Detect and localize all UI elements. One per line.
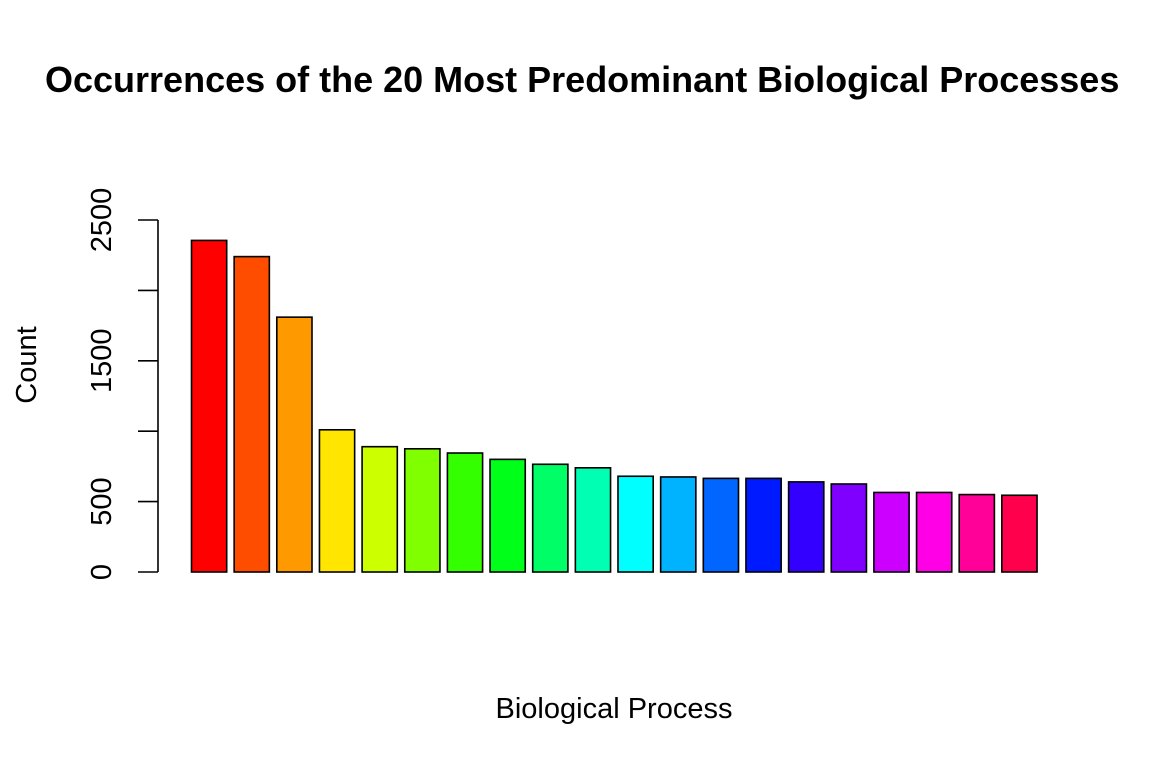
chart-title: Occurrences of the 20 Most Predominant B… xyxy=(45,59,1119,100)
bar-BP12 xyxy=(659,476,697,573)
y-tick-label-500: 500 xyxy=(86,477,118,525)
bars-group xyxy=(190,239,1038,573)
bar-BP17 xyxy=(873,491,910,573)
bar-BP14 xyxy=(745,477,782,573)
bar-BP5 xyxy=(361,445,399,573)
bar-BP6 xyxy=(403,447,441,573)
bar-BP15 xyxy=(787,481,825,573)
bar-BP18 xyxy=(915,491,953,573)
y-axis-ticks: 0 500 1500 2500 xyxy=(86,188,158,580)
bar-BP13 xyxy=(702,477,740,573)
y-tick-label-2500: 2500 xyxy=(86,188,118,253)
bar-BP16 xyxy=(830,483,868,573)
bar-BP2 xyxy=(233,255,271,573)
y-tick-label-1500: 1500 xyxy=(86,329,118,394)
bar-BP4 xyxy=(318,428,356,573)
y-tick-label-0: 0 xyxy=(86,564,118,580)
y-axis-label: Count xyxy=(11,326,43,403)
bar-BP19 xyxy=(958,493,996,573)
x-axis-label: Biological Process xyxy=(496,693,733,725)
bar-BP1 xyxy=(190,239,228,573)
bar-BP11 xyxy=(617,475,655,573)
bar-BP7 xyxy=(446,452,484,573)
bar-BP20 xyxy=(1001,494,1038,573)
bar-BP3 xyxy=(275,316,313,573)
bar-BP8 xyxy=(489,458,527,573)
bar-BP10 xyxy=(574,467,612,573)
bar-BP9 xyxy=(531,463,569,573)
